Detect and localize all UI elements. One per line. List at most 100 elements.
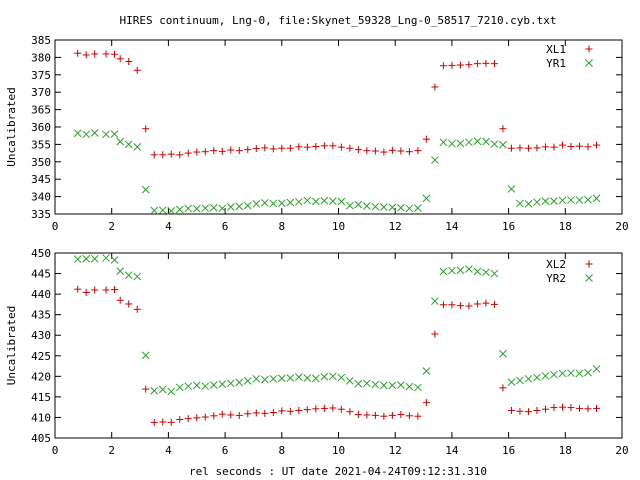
data-point	[558, 141, 566, 149]
data-point	[116, 296, 124, 304]
data-point-d2	[524, 200, 533, 208]
data-point	[312, 405, 320, 413]
data-point	[465, 265, 473, 273]
data-point	[473, 137, 482, 146]
x-tick-label: 6	[222, 444, 229, 457]
data-point-d2	[260, 199, 269, 207]
data-point-d2	[286, 198, 295, 207]
data-point	[133, 305, 141, 313]
data-point-d2	[558, 369, 567, 378]
data-point	[110, 256, 119, 264]
data-point	[184, 204, 193, 213]
data-point	[524, 374, 533, 383]
data-point-d2	[124, 271, 133, 280]
data-point	[567, 369, 575, 377]
data-point	[380, 203, 388, 211]
data-point	[91, 286, 99, 294]
data-point	[558, 196, 567, 205]
data-point	[431, 330, 439, 338]
x-tick-label: 0	[52, 220, 59, 233]
data-point-d2	[102, 130, 110, 139]
data-point	[193, 148, 201, 156]
data-point-d2	[167, 207, 176, 215]
data-point-d2	[320, 196, 329, 205]
x-axis-label: rel seconds : UT date 2021-04-24T09:12:3…	[189, 465, 487, 478]
data-point	[184, 415, 192, 423]
data-point	[320, 196, 329, 205]
data-point	[499, 125, 507, 133]
y-tick-label: 410	[31, 411, 51, 424]
data-point	[533, 373, 541, 382]
data-point	[125, 58, 133, 66]
data-point-d2	[311, 197, 320, 206]
data-point	[141, 185, 150, 194]
data-point	[286, 374, 295, 382]
data-point-d2	[439, 138, 448, 147]
data-point	[550, 404, 558, 412]
data-point	[473, 60, 481, 68]
data-point	[354, 200, 363, 209]
data-point-d2	[235, 202, 244, 211]
data-point-d2	[175, 383, 184, 392]
data-point-d2	[584, 195, 592, 204]
data-point	[184, 382, 193, 391]
data-point	[541, 143, 549, 151]
data-point	[362, 379, 371, 388]
data-point	[405, 382, 414, 391]
data-point-d2	[482, 137, 490, 146]
data-point-d2	[499, 349, 507, 358]
data-point-d2	[380, 203, 388, 211]
data-point	[320, 142, 328, 150]
data-point-d2	[243, 201, 252, 210]
y-axis-label: Uncalibrated	[5, 306, 18, 385]
y-tick-label: 340	[31, 191, 51, 204]
data-point	[431, 83, 439, 91]
data-point	[541, 197, 550, 205]
data-point	[482, 137, 490, 146]
data-point	[422, 367, 431, 375]
data-point-d2	[235, 378, 244, 387]
data-point-d2	[133, 142, 142, 151]
legend-label: XL1	[546, 43, 566, 56]
data-point	[482, 268, 490, 277]
data-point	[261, 409, 269, 417]
data-point-d2	[507, 378, 516, 386]
y-tick-label: 445	[31, 268, 51, 281]
data-point	[541, 405, 549, 413]
data-point-d2	[592, 365, 601, 373]
x-tick-label: 8	[278, 220, 285, 233]
data-point	[439, 138, 448, 147]
data-point	[380, 148, 388, 156]
data-point-d2	[320, 372, 329, 381]
data-point	[218, 204, 227, 213]
data-point	[252, 200, 261, 208]
bottom-panel: 405 410 415 420 425 430 435 440 445 450 0 2 4 6 8 10 12 1…	[5, 247, 629, 457]
data-point	[111, 50, 119, 58]
data-point	[193, 414, 201, 422]
data-point	[592, 404, 600, 412]
data-point	[328, 372, 337, 381]
y-tick-label: 420	[31, 370, 51, 383]
data-point	[158, 385, 167, 394]
data-point-d2	[567, 369, 575, 377]
data-point-d2	[567, 196, 575, 204]
data-point	[345, 377, 354, 385]
data-point-d2	[158, 206, 167, 215]
data-point	[142, 385, 150, 393]
data-point	[252, 374, 261, 383]
data-point-d2	[167, 387, 176, 396]
data-point	[524, 408, 532, 416]
data-point-d2	[150, 206, 159, 215]
data-point	[277, 374, 286, 383]
data-point	[422, 399, 430, 407]
data-point-d2	[473, 267, 482, 276]
data-point-d2	[397, 203, 405, 212]
data-point	[269, 145, 277, 153]
data-point	[210, 147, 218, 155]
data-point	[414, 147, 422, 155]
data-point-d2	[345, 201, 354, 210]
x-tick-label: 14	[445, 444, 459, 457]
data-point	[328, 197, 337, 205]
data-point	[558, 369, 567, 378]
data-point-d2	[311, 374, 320, 383]
